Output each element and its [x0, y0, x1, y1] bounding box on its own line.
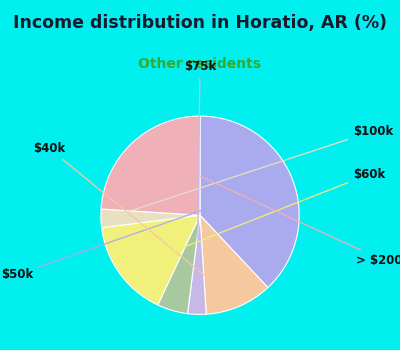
Text: > $200k: > $200k: [138, 147, 400, 267]
Text: Income distribution in Horatio, AR (%): Income distribution in Horatio, AR (%): [13, 14, 387, 32]
Text: $60k: $60k: [126, 168, 385, 270]
Text: $50k: $50k: [1, 181, 286, 281]
Text: $75k: $75k: [184, 60, 216, 304]
Text: $100k: $100k: [111, 125, 393, 217]
Wedge shape: [200, 116, 299, 288]
Wedge shape: [101, 116, 200, 215]
Wedge shape: [101, 209, 200, 228]
Wedge shape: [188, 215, 206, 314]
Wedge shape: [200, 215, 268, 314]
Wedge shape: [102, 215, 200, 305]
Text: $40k: $40k: [33, 142, 236, 301]
Wedge shape: [158, 215, 200, 314]
Text: Other residents: Other residents: [138, 57, 262, 71]
